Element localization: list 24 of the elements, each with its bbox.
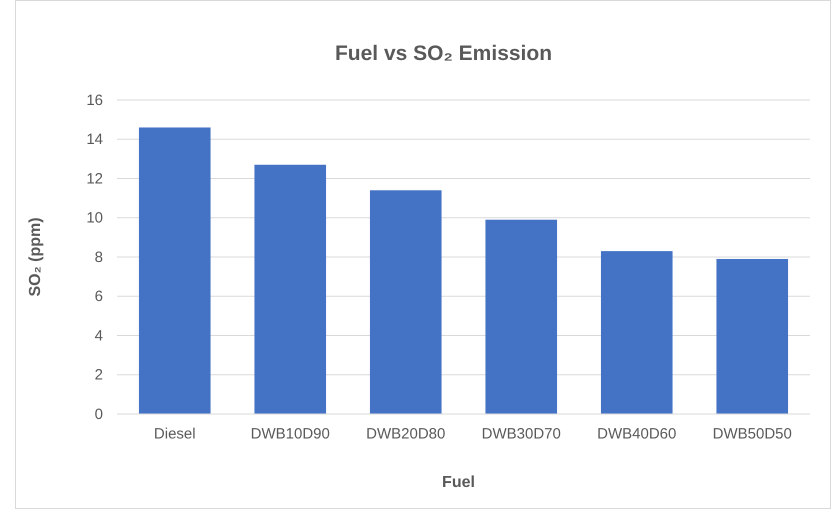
bar <box>716 258 788 414</box>
x-tick-label: DWB40D60 <box>597 426 676 443</box>
y-tick-label: 6 <box>94 288 103 306</box>
y-axis-title: SO₂ (ppm) <box>27 217 44 297</box>
bar <box>138 127 211 414</box>
chart-title: Fuel vs SO₂ Emission <box>334 42 552 65</box>
y-tick-label: 2 <box>94 366 103 384</box>
y-tick-label: 10 <box>86 210 103 227</box>
bar <box>485 220 558 414</box>
y-tick-label: 12 <box>86 170 103 188</box>
x-tick-label: DWB50D50 <box>712 426 792 443</box>
x-tick-label: DWB30D70 <box>482 426 561 443</box>
x-tick-label: DWB20D80 <box>366 426 446 443</box>
x-axis-title: Fuel <box>442 474 475 491</box>
bar <box>254 164 326 414</box>
y-tick-label: 4 <box>94 327 103 344</box>
x-tick-label: DWB10D90 <box>250 426 330 443</box>
x-tick-label: Diesel <box>154 426 196 443</box>
y-tick-label: 14 <box>86 131 103 148</box>
bar <box>370 190 442 414</box>
y-tick-label: 0 <box>94 406 103 423</box>
bar <box>600 251 673 414</box>
y-tick-label: 16 <box>86 92 103 109</box>
y-tick-label: 8 <box>94 248 103 266</box>
